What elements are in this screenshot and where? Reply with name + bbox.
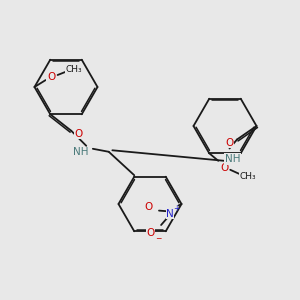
Text: +: + <box>173 204 180 213</box>
Text: N: N <box>166 208 174 219</box>
Text: O: O <box>144 202 152 212</box>
Text: −: − <box>155 234 162 243</box>
Text: CH₃: CH₃ <box>239 172 256 181</box>
Text: O: O <box>225 137 234 148</box>
Text: O: O <box>146 228 155 238</box>
Text: O: O <box>47 71 55 82</box>
Text: O: O <box>220 163 228 173</box>
Text: NH: NH <box>225 154 240 164</box>
Text: NH: NH <box>73 147 88 158</box>
Text: O: O <box>75 129 83 139</box>
Text: CH₃: CH₃ <box>66 65 83 74</box>
